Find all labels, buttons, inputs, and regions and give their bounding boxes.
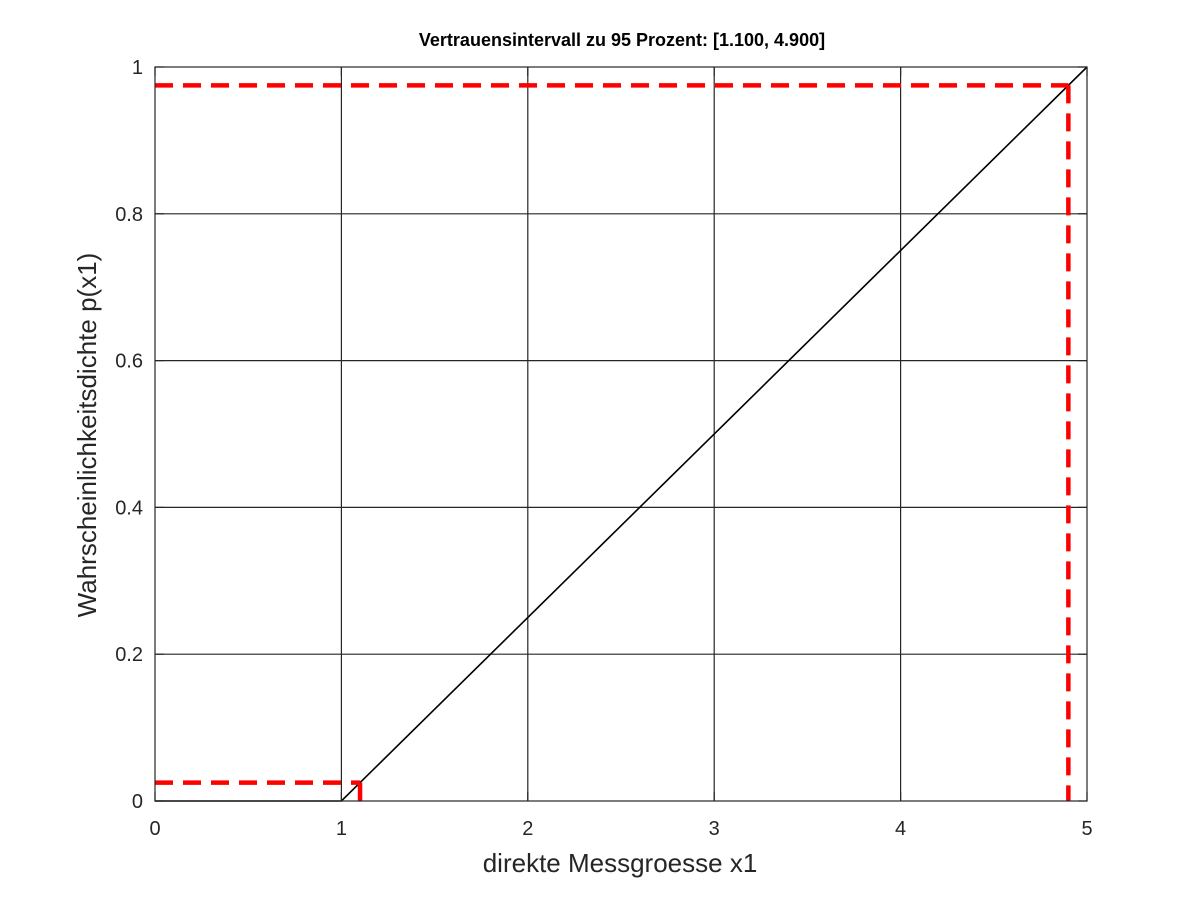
tick-labels: 0 1 2 3 4 5 0 0.2 0.4 0.6 0.8 1 [115, 57, 1092, 840]
series-layer [155, 66, 1088, 802]
y-tick-label-0: 0 [132, 791, 143, 813]
y-tick-label-3: 0.6 [115, 351, 143, 373]
y-axis-label: Wahrscheinlichkeitsdichte p(x1) [72, 253, 102, 618]
chart-title: Vertrauensintervall zu 95 Prozent: [1.10… [419, 30, 825, 50]
x-tick-label-3: 3 [709, 818, 720, 840]
y-tick-label-2: 0.4 [115, 497, 143, 519]
x-tick-label-1: 1 [336, 818, 347, 840]
x-tick-label-2: 2 [522, 818, 533, 840]
y-tick-label-4: 0.8 [115, 204, 143, 226]
grid [155, 67, 1087, 801]
x-axis-label: direkte Messgroesse x1 [483, 848, 758, 878]
x-tick-label-5: 5 [1081, 818, 1092, 840]
x-tick-label-0: 0 [149, 818, 160, 840]
y-tick-label-1: 0.2 [115, 644, 143, 666]
plot-frame [154, 66, 1088, 802]
cdf-series-line [155, 66, 1088, 802]
y-tick-label-5: 1 [132, 57, 143, 79]
interval-lower-marker [155, 780, 363, 801]
x-tick-label-4: 4 [895, 818, 906, 840]
interval-upper-marker [155, 83, 1071, 801]
interval-markers [155, 83, 1071, 801]
